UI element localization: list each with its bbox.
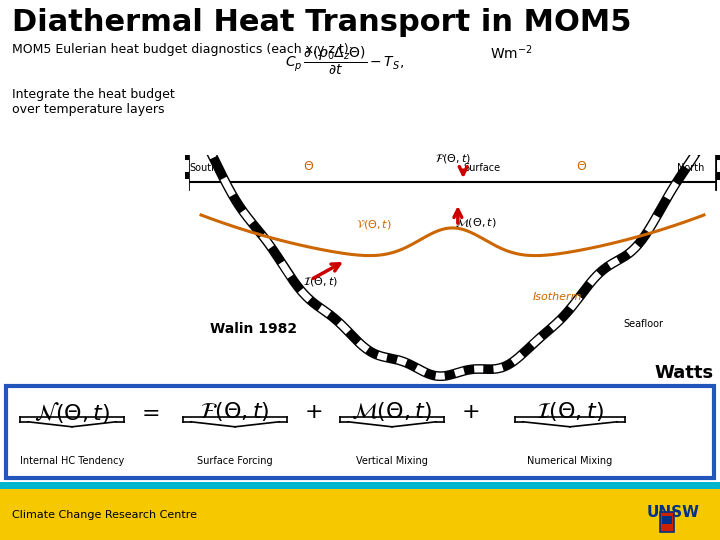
Text: $\Theta$: $\Theta$ (302, 160, 314, 173)
Text: Climate Change Research Centre: Climate Change Research Centre (12, 510, 197, 519)
Bar (0, 482, 720, 489)
Text: $\mathcal{I}(\Theta,t)$: $\mathcal{I}(\Theta,t)$ (536, 400, 604, 423)
Text: South: South (189, 164, 217, 173)
Text: Wm$^{-2}$: Wm$^{-2}$ (490, 43, 533, 62)
Text: Seafloor: Seafloor (624, 319, 664, 329)
Text: $\mathcal{N}(\Theta,t)$: $\mathcal{N}(\Theta,t)$ (34, 400, 110, 425)
Bar (662, 516, 672, 524)
Text: Isotherm: Isotherm (533, 292, 582, 302)
Text: $\mathcal{I}(\Theta,t)$: $\mathcal{I}(\Theta,t)$ (302, 275, 338, 288)
Text: $\mathcal{M}(\Theta,t)$: $\mathcal{M}(\Theta,t)$ (455, 215, 497, 228)
Text: $\mathcal{F}(\Theta,t)$: $\mathcal{F}(\Theta,t)$ (435, 152, 470, 165)
Text: $\mathcal{V}(\Theta,t)$: $\mathcal{V}(\Theta,t)$ (356, 218, 392, 231)
Text: Vertical Mixing: Vertical Mixing (356, 456, 428, 466)
Text: Watts: Watts (655, 364, 714, 382)
Bar (0, 489, 720, 540)
Text: UNSW: UNSW (647, 505, 700, 520)
FancyBboxPatch shape (6, 386, 714, 478)
Text: $\mathcal{F}(\Theta,t)$: $\mathcal{F}(\Theta,t)$ (200, 400, 270, 423)
Text: Integrate the heat budget
over temperature layers: Integrate the heat budget over temperatu… (12, 88, 175, 116)
Text: $\mathcal{M}(\Theta,t)$: $\mathcal{M}(\Theta,t)$ (351, 400, 433, 423)
Text: Diathermal Heat Transport in MOM5: Diathermal Heat Transport in MOM5 (12, 8, 631, 37)
Text: $C_p\,\dfrac{\partial\,(\rho_0\Delta_z\Theta)}{\partial t} - T_S,$: $C_p\,\dfrac{\partial\,(\rho_0\Delta_z\T… (285, 45, 404, 77)
Text: Surface: Surface (463, 164, 500, 173)
Text: Numerical Mixing: Numerical Mixing (527, 456, 613, 466)
Text: $=$: $=$ (137, 402, 159, 422)
Text: MOM5 Eulerian heat budget diagnostics (each x,y,z,t):: MOM5 Eulerian heat budget diagnostics (e… (12, 43, 353, 56)
Text: Surface Forcing: Surface Forcing (197, 456, 273, 466)
Text: $\Theta$: $\Theta$ (575, 160, 587, 173)
Text: $+$: $+$ (304, 402, 322, 422)
Text: North: North (678, 164, 705, 173)
Text: Walin 1982: Walin 1982 (210, 322, 297, 336)
Text: $+$: $+$ (461, 402, 479, 422)
Bar (660, 512, 674, 532)
Text: Internal HC Tendency: Internal HC Tendency (20, 456, 124, 466)
